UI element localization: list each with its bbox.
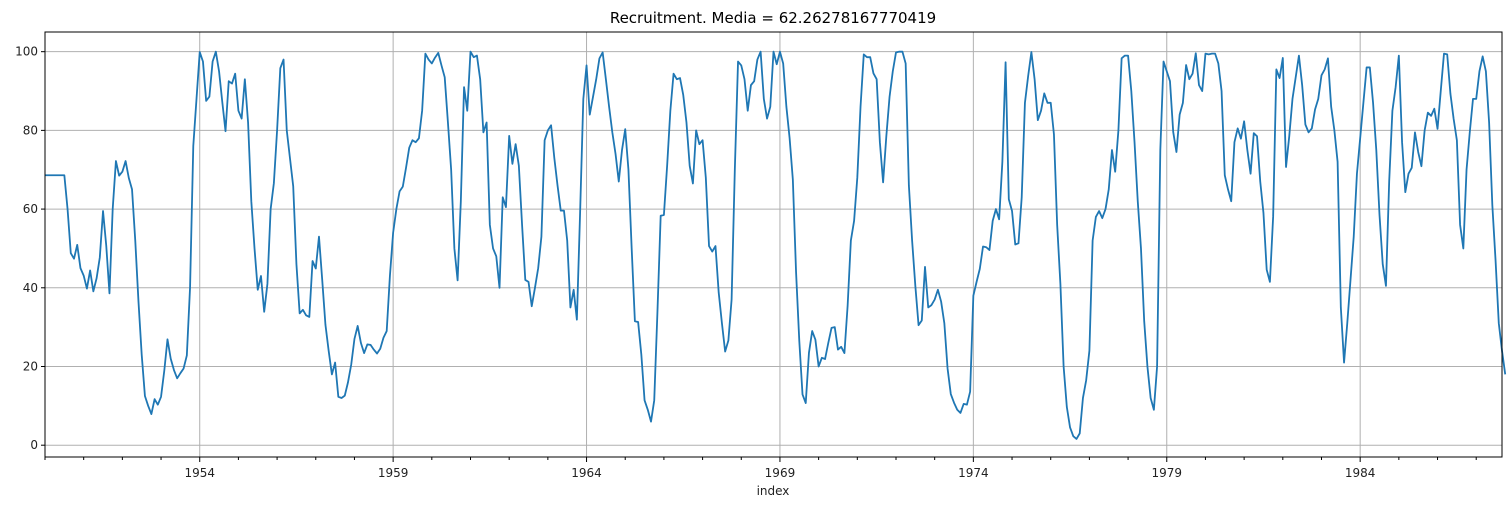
y-tick-label: 0 [30, 438, 38, 452]
x-tick-label: 1969 [765, 466, 796, 480]
x-tick-label: 1974 [958, 466, 989, 480]
y-tick-label: 20 [23, 359, 38, 373]
x-tick-label: 1954 [184, 466, 215, 480]
plot-frame [44, 31, 1503, 458]
x-tick-label: 1984 [1345, 466, 1376, 480]
chart-title: Recruitment. Media = 62.26278167770419 [610, 9, 936, 27]
x-tick-label: 1959 [378, 466, 409, 480]
recruitment-series-line [45, 50, 1507, 440]
y-tick-label: 60 [23, 202, 38, 216]
y-axis: 0 20 40 60 80 100 [15, 45, 45, 452]
x-axis: 1954 1959 1964 1969 1974 1979 1984 [44, 457, 1477, 480]
y-tick-label: 40 [23, 281, 38, 295]
y-tick-label: 80 [23, 123, 38, 137]
y-tick-label: 100 [15, 45, 38, 59]
x-tick-label: 1964 [571, 466, 602, 480]
x-axis-label: index [757, 484, 790, 498]
x-tick-label: 1979 [1151, 466, 1182, 480]
